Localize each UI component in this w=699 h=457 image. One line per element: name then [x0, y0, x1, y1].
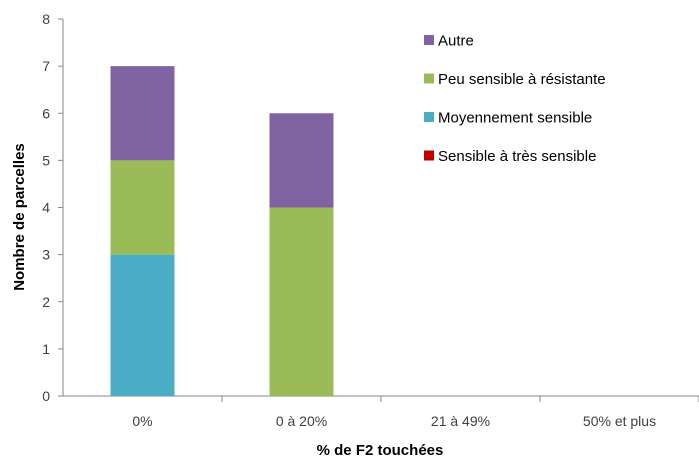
legend-swatch [424, 112, 434, 122]
y-tick-label: 4 [42, 200, 50, 216]
legend-label: Autre [438, 33, 474, 50]
x-tick-label: 0% [132, 413, 152, 429]
y-tick-label: 3 [42, 247, 50, 263]
y-tick-label: 6 [42, 105, 50, 121]
y-tick-label: 8 [42, 11, 50, 27]
legend-swatch [424, 150, 434, 161]
legend-label: Peu sensible à résistante [438, 71, 606, 88]
bar-segment [269, 113, 334, 208]
x-tick-label: 0 à 20% [276, 413, 327, 429]
tick-labels: 0 1 2 3 4 5 6 7 8 0% 0 à 20% 21 à 49% 50% et plus [42, 11, 656, 429]
x-tick-label: 50% et plus [583, 413, 656, 429]
y-axis-title: Nombre de parcelles [11, 143, 28, 291]
legend-label: Sensible à très sensible [438, 148, 596, 165]
y-tick-label: 7 [42, 58, 50, 74]
bar-segment [110, 254, 175, 396]
bars [110, 66, 334, 396]
y-tick-label: 2 [42, 294, 50, 310]
legend-swatch [424, 73, 434, 84]
legend-swatch [424, 35, 434, 45]
y-tick-label: 0 [42, 388, 50, 404]
x-tick-label: 21 à 49% [431, 413, 490, 429]
legend-label: Moyennement sensible [438, 110, 592, 127]
y-tick-label: 1 [42, 341, 50, 357]
bar-segment [110, 160, 175, 255]
bar-segment [269, 207, 334, 396]
x-axis-title: % de F2 touchées [317, 442, 444, 457]
y-tick-label: 5 [42, 152, 50, 168]
bar-segment [110, 66, 175, 161]
legend: Autre Peu sensible à résistante Moyennemen… [424, 33, 606, 165]
